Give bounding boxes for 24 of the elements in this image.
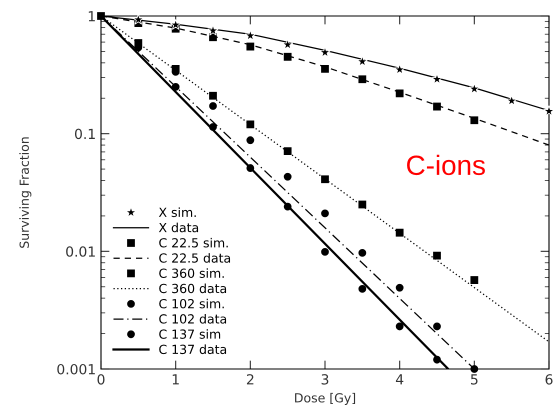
y-tick-label: 1: [88, 11, 95, 22]
y-axis-title: Surviving Fraction: [19, 137, 32, 248]
legend-label: C 22.5 data: [159, 253, 230, 263]
legend-label: C 102 sim.: [159, 298, 224, 308]
legend-label: C 360 data: [159, 284, 226, 294]
x-tick-label: 1: [172, 374, 179, 384]
x-tick-label: 4: [396, 374, 404, 384]
y-tick-label: 0.01: [66, 246, 95, 257]
x-tick-label: 0: [97, 374, 104, 385]
annotation: C-ions: [407, 154, 485, 176]
legend-label: C 137 sim: [159, 329, 220, 339]
legend-label: X data: [158, 222, 198, 232]
legend-label: C 137 data: [159, 344, 226, 354]
legend-label: C 102 data: [159, 314, 226, 324]
x-tick-label: 6: [546, 374, 553, 385]
y-tick-label: 0.001: [57, 364, 95, 374]
x-tick-label: 3: [322, 374, 328, 385]
legend-label: C 22.5 sim.: [159, 238, 228, 248]
x-tick-label: 5: [470, 374, 478, 385]
x-tick-label: 2: [246, 374, 254, 384]
legend-label: X sim.: [158, 207, 196, 218]
legend-label: C 360 sim.: [159, 268, 224, 278]
x-axis-title: Dose [Gy]: [295, 392, 356, 405]
y-tick-label: 0.1: [74, 128, 95, 140]
